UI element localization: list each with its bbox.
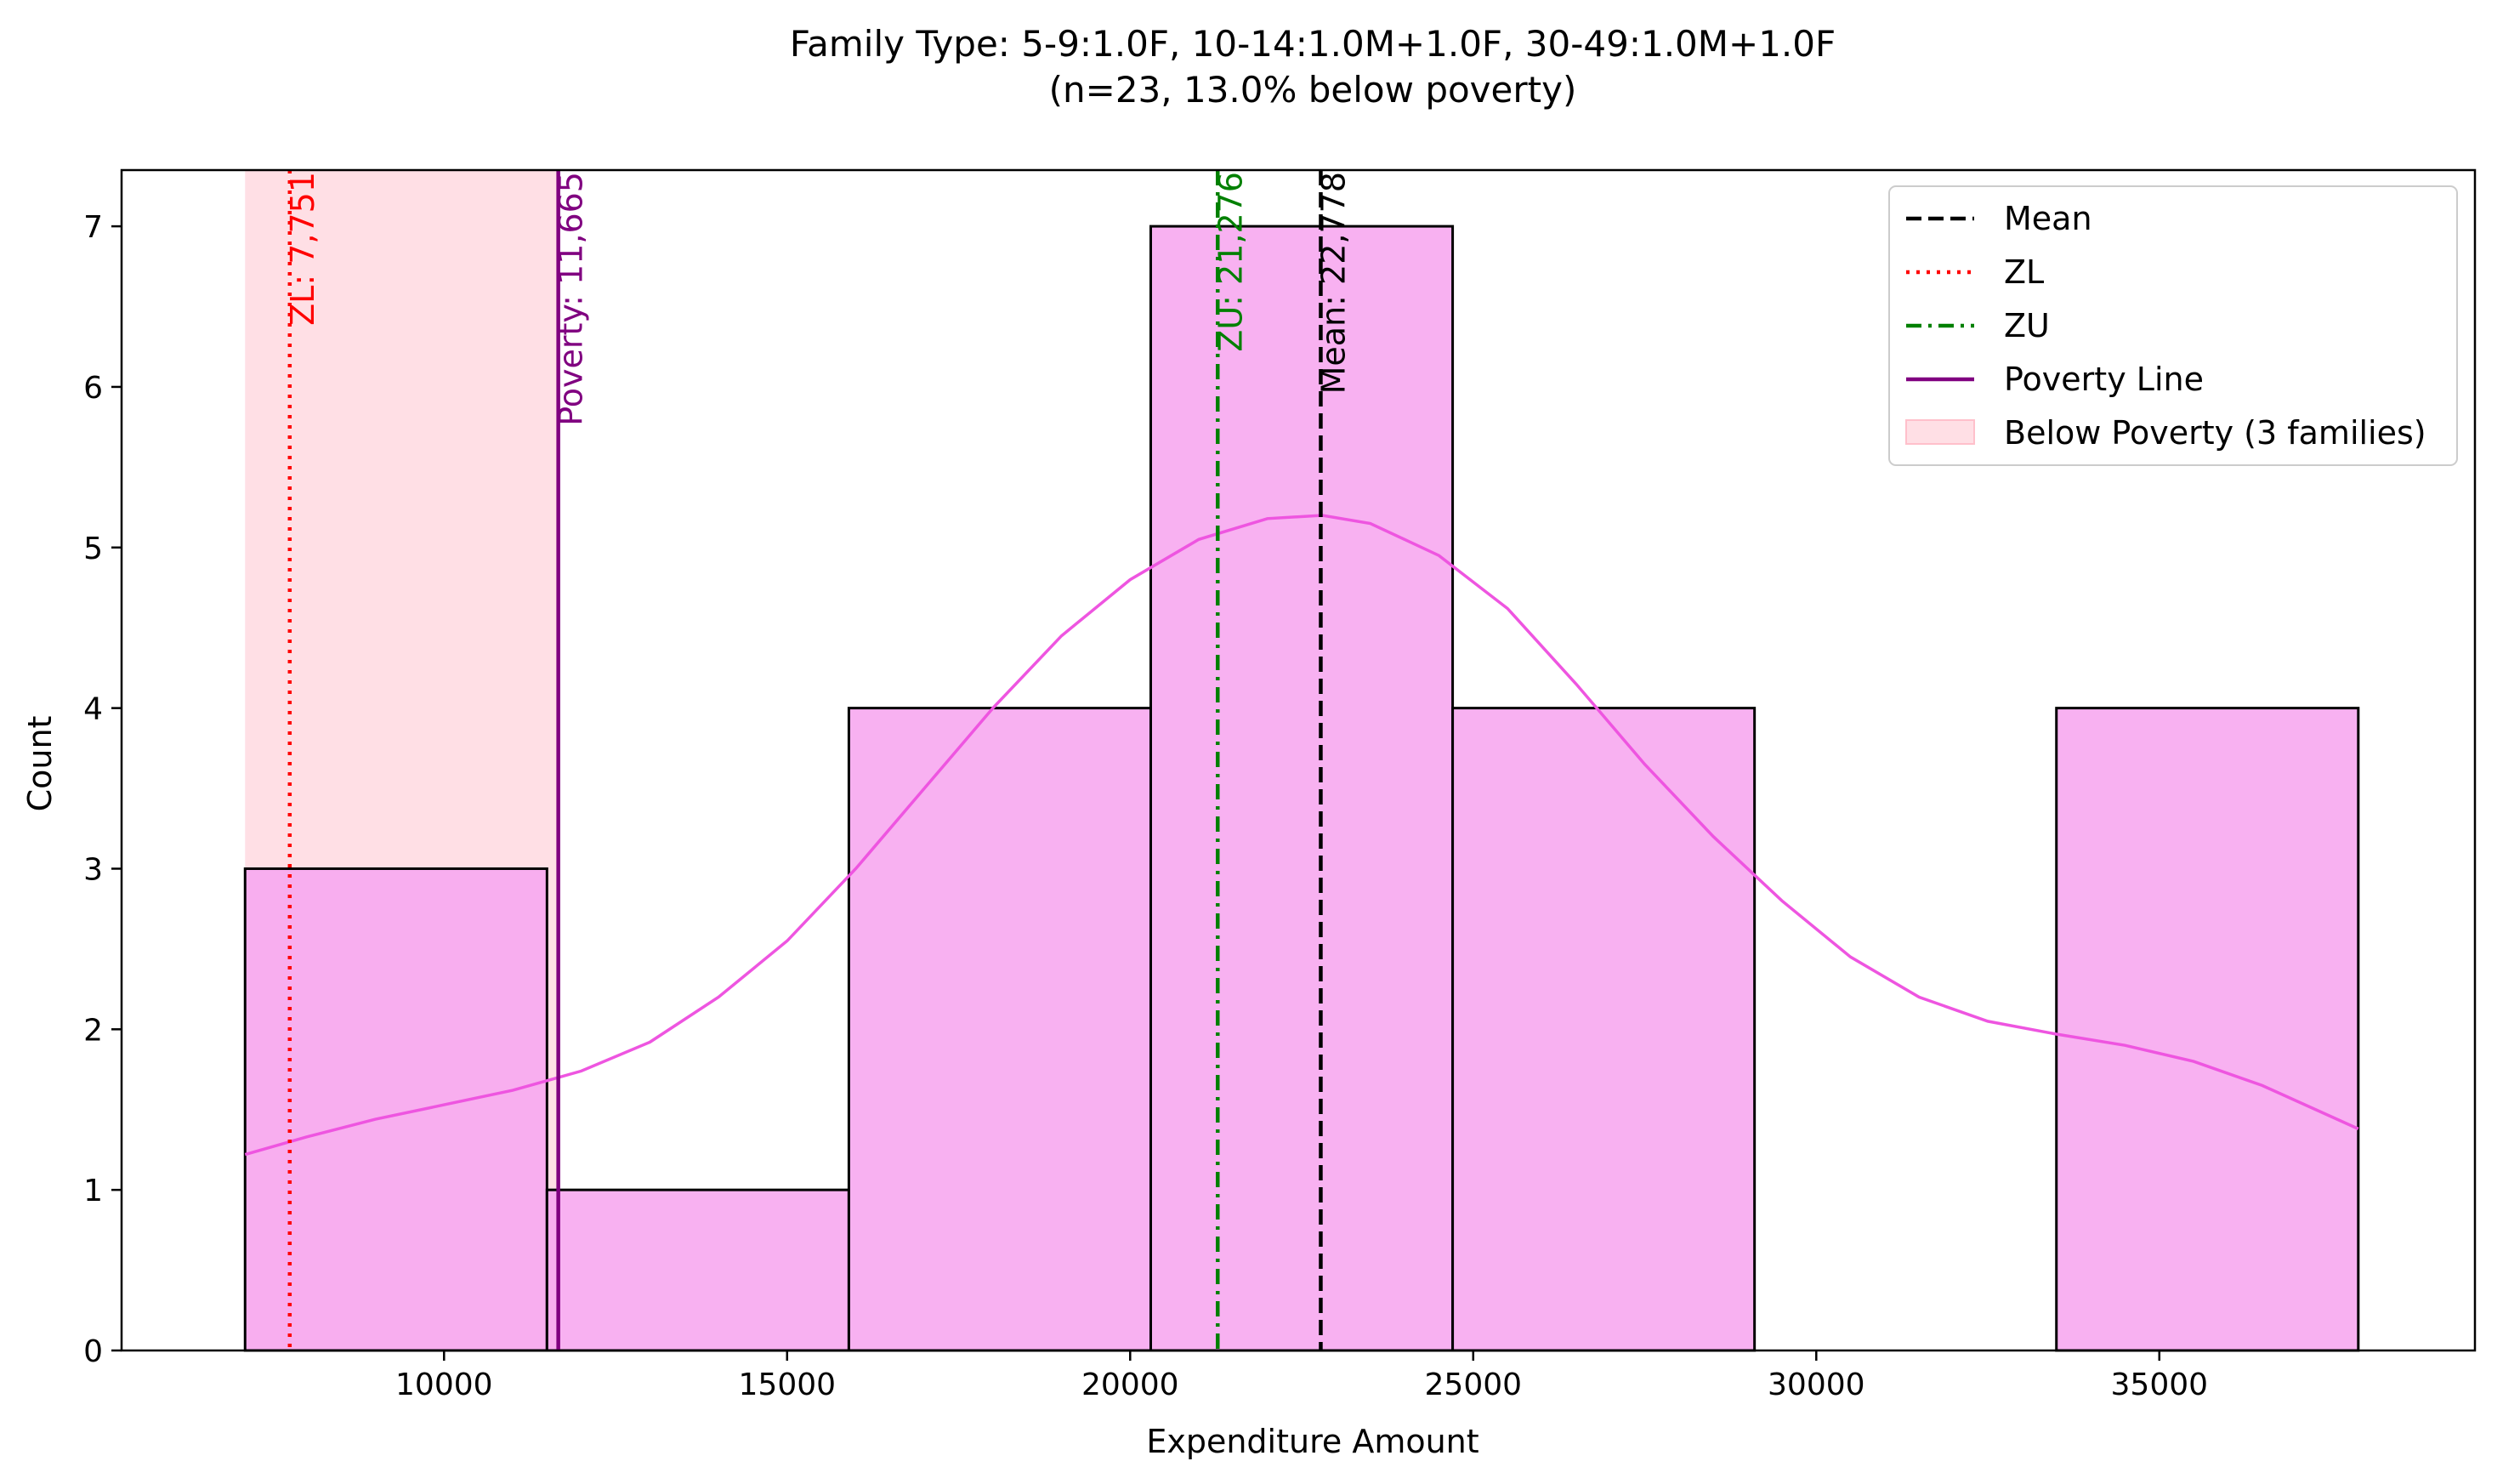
chart-title-line2: (n=23, 13.0% below poverty): [1049, 69, 1577, 111]
y-tick-label: 5: [83, 532, 103, 566]
zl-line-label: ZL: 7,751: [284, 172, 321, 326]
x-tick-label: 35000: [2111, 1367, 2209, 1402]
y-tick-label: 4: [83, 692, 103, 727]
y-tick-label: 6: [83, 371, 103, 406]
histogram-bar-7: [2055, 707, 2360, 1352]
x-tick-label: 10000: [395, 1367, 493, 1402]
plot-area: ZL: 7,751 Poverty: 11,665 ZU: 21,276 Mean: …: [120, 168, 2477, 1352]
histogram-bar-4: [1149, 225, 1455, 1352]
legend-box: [1888, 185, 2458, 466]
y-tick-label: 2: [83, 1013, 103, 1048]
plot-frame: [120, 168, 2477, 1352]
legend-label-zu: ZU: [2004, 307, 2050, 344]
y-tick-label: 1: [83, 1174, 103, 1208]
chart-title-line1: Family Type: 5-9:1.0F, 10-14:1.0M+1.0F, …: [790, 23, 1836, 65]
kde-curve: [244, 514, 2359, 1157]
chart-legend: Mean ZL ZU Poverty Line Below Poverty (3 fam…: [1888, 185, 2458, 466]
histogram-bar-3: [847, 707, 1152, 1352]
legend-label-poverty-line: Poverty Line: [2004, 361, 2204, 398]
x-tick-label: 30000: [1768, 1367, 1865, 1402]
y-tick-label: 7: [83, 210, 103, 245]
x-axis-ticks: 10000 15000 20000 25000 30000 35000: [395, 1350, 2208, 1402]
x-tick-label: 25000: [1425, 1367, 1523, 1402]
histogram-bar-2: [545, 1188, 850, 1352]
y-axis-ticks: 0 1 2 3 4 5 6 7: [83, 210, 122, 1369]
legend-label-mean: Mean: [2004, 200, 2092, 237]
histogram-bar-5: [1451, 707, 1757, 1352]
y-tick-label: 3: [83, 852, 103, 887]
y-axis-label: Count: [21, 716, 59, 812]
histogram-bar-1: [243, 867, 548, 1352]
zu-line-label: ZU: 21,276: [1212, 172, 1249, 352]
y-tick-label: 0: [83, 1334, 103, 1369]
mean-line-label: Mean: 22,778: [1314, 172, 1352, 394]
x-axis-label: Expenditure Amount: [1146, 1423, 1479, 1460]
legend-swatch-below-poverty: [1905, 419, 1975, 445]
poverty-line-label: Poverty: 11,665: [553, 172, 590, 426]
legend-label-below-poverty-3-families: Below Poverty (3 families): [2004, 414, 2426, 452]
legend-label-zl: ZL: [2004, 253, 2044, 291]
x-tick-label: 20000: [1081, 1367, 1179, 1402]
x-tick-label: 15000: [739, 1367, 837, 1402]
